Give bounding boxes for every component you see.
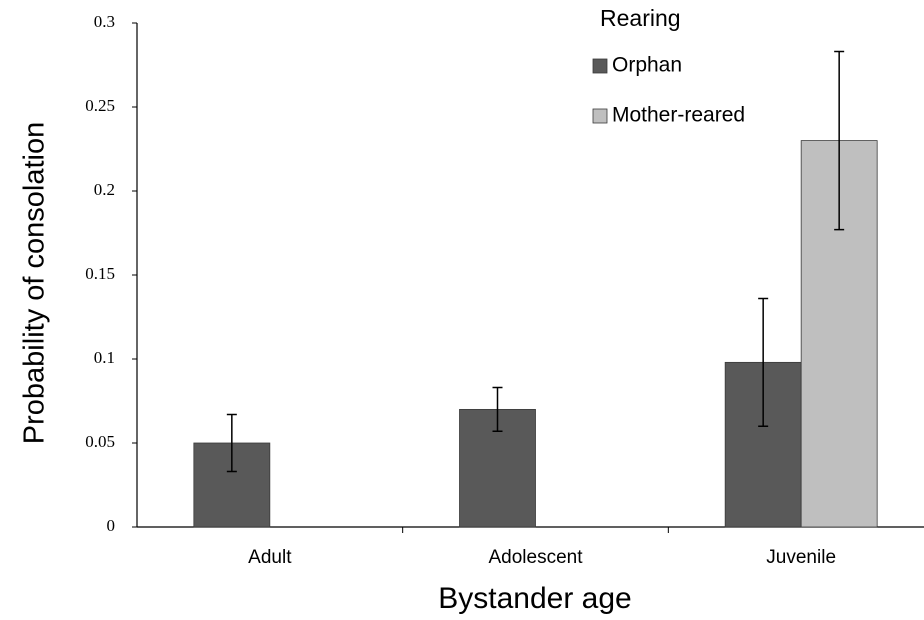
y-tick-label: 0.1 xyxy=(94,348,115,367)
error-bar xyxy=(226,413,237,473)
y-axis-title: Probability of consolation xyxy=(19,122,51,444)
error-bar xyxy=(834,50,845,231)
x-tick-label: Juvenile xyxy=(766,547,836,568)
legend-title: Rearing xyxy=(600,5,681,31)
y-tick-label: 0.05 xyxy=(85,432,115,451)
error-bar xyxy=(492,386,503,432)
legend-label: Mother-reared xyxy=(612,104,745,127)
y-tick-label: 0 xyxy=(107,516,116,535)
error-bar xyxy=(758,297,769,427)
x-tick-label: Adult xyxy=(248,547,292,568)
y-tick-label: 0.25 xyxy=(85,96,115,115)
y-tick-label: 0.3 xyxy=(94,12,115,31)
x-tick-label: Adolescent xyxy=(488,547,583,568)
x-axis-title: Bystander age xyxy=(438,582,631,615)
y-tick-label: 0.2 xyxy=(94,180,115,199)
y-tick-label: 0.15 xyxy=(85,264,115,283)
legend-swatch xyxy=(592,58,608,74)
legend-label: Orphan xyxy=(612,54,682,77)
legend-swatch xyxy=(592,108,608,124)
